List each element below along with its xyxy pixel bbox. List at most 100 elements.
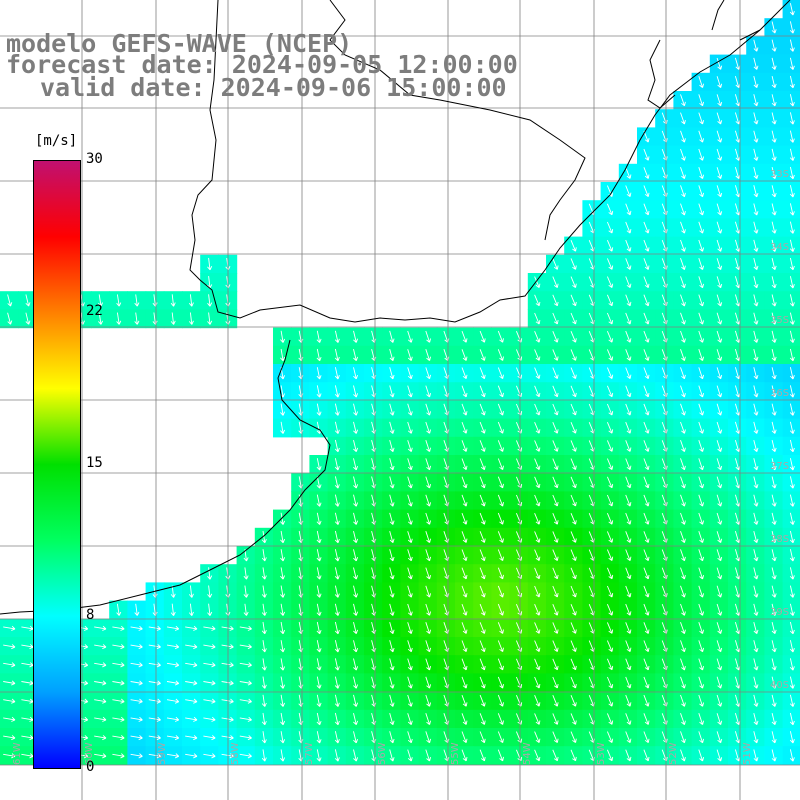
wind-arrow [606, 585, 614, 598]
wind-arrow [698, 421, 705, 434]
wind-arrow [497, 694, 504, 707]
wind-arrow [753, 239, 759, 252]
wind-arrow [771, 385, 777, 398]
wind-arrow [21, 753, 34, 759]
wind-arrow [334, 640, 340, 653]
wind-cell [782, 91, 800, 110]
wind-arrow [680, 440, 686, 452]
wind-arrow [389, 421, 395, 434]
wind-arrow [570, 531, 577, 543]
wind-arrow [534, 585, 541, 598]
wind-arrow [94, 625, 107, 631]
wind-arrow [261, 658, 267, 671]
wind-arrow [316, 530, 322, 544]
wind-arrow [771, 39, 777, 52]
wind-cell [782, 291, 800, 310]
wind-arrow [771, 185, 777, 198]
wind-arrow [534, 640, 541, 652]
wind-arrow [570, 385, 577, 398]
wind-arrow [771, 148, 777, 161]
wind-arrow [3, 625, 16, 631]
wind-arrow [625, 676, 632, 689]
wind-arrow [407, 658, 413, 671]
wind-arrow [716, 603, 723, 616]
wind-cell [782, 600, 800, 620]
wind-arrow [185, 644, 198, 650]
wind-cell [782, 637, 800, 656]
wind-arrow [789, 494, 795, 507]
wind-arrow [98, 294, 104, 307]
wind-arrow [680, 112, 686, 125]
wind-arrow [789, 694, 795, 707]
wind-arrow [753, 385, 759, 398]
wind-arrow [716, 440, 723, 452]
wind-arrow [570, 276, 577, 288]
wind-arrow [166, 662, 180, 668]
wind-arrow [771, 549, 777, 562]
colorbar-unit: [m/s] [35, 133, 78, 149]
wind-arrow [461, 694, 468, 707]
wind-arrow [643, 294, 650, 307]
wind-arrow [188, 294, 194, 307]
wind-arrow [316, 731, 322, 744]
wind-arrow [606, 440, 614, 452]
wind-arrow [771, 676, 777, 689]
wind-arrow [353, 712, 359, 726]
wind-arrow [280, 530, 286, 544]
wind-arrow [643, 731, 650, 744]
wind-arrow [534, 731, 541, 743]
wind-arrow [316, 640, 322, 653]
wind-arrow [353, 458, 359, 471]
wind-arrow [280, 403, 286, 416]
wind-arrow [570, 331, 577, 343]
wind-arrow [425, 549, 432, 562]
wind-arrow [716, 458, 723, 471]
wind-arrow [698, 567, 705, 580]
wind-arrow [261, 585, 267, 598]
wind-arrow [789, 676, 795, 689]
wind-arrow [353, 385, 359, 398]
wind-arrow [334, 549, 340, 562]
wind-arrow [606, 731, 614, 743]
wind-arrow [570, 294, 577, 307]
wind-arrow [425, 476, 432, 489]
wind-arrow [625, 585, 632, 598]
wind-cell [782, 618, 800, 638]
longitude-label: 55W [450, 742, 461, 765]
wind-arrow [407, 349, 413, 361]
wind-arrow [753, 694, 759, 707]
wind-arrow [570, 622, 577, 634]
wind-arrow [170, 294, 176, 307]
wind-arrow [203, 716, 216, 722]
wind-cell [782, 127, 800, 147]
wind-arrow [680, 658, 686, 671]
wind-arrow [771, 75, 777, 89]
wind-arrow [353, 439, 359, 453]
wind-arrow [479, 385, 486, 398]
wind-arrow [94, 753, 107, 759]
wind-arrow [407, 731, 413, 744]
wind-arrow [753, 221, 759, 234]
wind-arrow [389, 749, 395, 762]
wind-arrow [625, 385, 632, 398]
wind-speed-field [0, 0, 800, 765]
wind-arrow [771, 221, 777, 234]
wind-arrow [534, 331, 541, 343]
wind-arrow [461, 476, 468, 489]
wind-arrow [606, 203, 614, 216]
wind-arrow [771, 403, 777, 416]
wind-arrow [461, 440, 468, 452]
wind-arrow [606, 513, 614, 525]
wind-arrow [261, 731, 267, 744]
wind-arrow [353, 367, 359, 380]
wind-arrow [680, 476, 686, 489]
wind-arrow [753, 403, 759, 416]
wind-cell [782, 145, 800, 165]
wind-arrow [789, 439, 795, 453]
wind-arrow [789, 21, 795, 34]
wind-arrow [425, 585, 432, 598]
wind-arrow [316, 385, 322, 398]
wind-arrow [239, 644, 252, 650]
wind-arrow [680, 221, 686, 234]
wind-arrow [789, 712, 795, 726]
